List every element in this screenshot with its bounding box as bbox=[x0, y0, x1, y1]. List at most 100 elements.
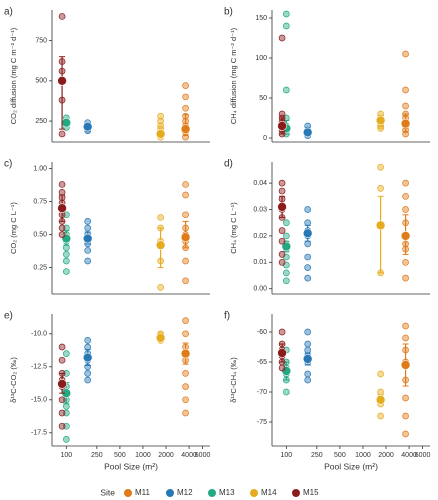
y-tick-label: 0.04 bbox=[253, 180, 267, 187]
data-point bbox=[84, 376, 92, 384]
data-point bbox=[62, 251, 70, 258]
data-point bbox=[402, 258, 409, 266]
mean-point bbox=[400, 360, 411, 370]
data-point bbox=[377, 185, 384, 192]
y-tick-label: 1.00 bbox=[33, 165, 47, 172]
y-tick-label: -17.5 bbox=[31, 430, 47, 437]
x-tick-label: 500 bbox=[334, 452, 346, 459]
data-point bbox=[304, 346, 312, 354]
legend-title: Site bbox=[100, 487, 115, 497]
data-point bbox=[58, 422, 66, 430]
data-point bbox=[182, 93, 189, 101]
legend-label: M12 bbox=[177, 488, 193, 497]
data-point bbox=[402, 430, 409, 438]
data-point bbox=[58, 396, 66, 404]
x-tick-label: 6000 bbox=[415, 452, 431, 459]
y-tick-label: -75 bbox=[257, 419, 267, 426]
data-point bbox=[402, 206, 409, 213]
data-point bbox=[377, 388, 384, 396]
data-point bbox=[304, 264, 312, 271]
mean-point bbox=[82, 233, 93, 244]
y-tick-label: -70 bbox=[257, 389, 267, 396]
legend-swatch bbox=[250, 489, 258, 497]
mean-point bbox=[180, 348, 191, 359]
panel: e) δ¹³C-CO₂ (‰) -10.0 -12.5 -15.0 -17.5 100 250… bbox=[4, 311, 210, 472]
mean-point bbox=[277, 121, 287, 131]
data-point bbox=[58, 130, 66, 138]
y-tick-label: 100 bbox=[255, 55, 267, 62]
legend-label: M14 bbox=[261, 488, 277, 497]
data-point bbox=[84, 343, 92, 351]
y-axis-label: δ¹³C-CH₄ (‰) bbox=[229, 357, 238, 403]
data-point bbox=[304, 376, 312, 384]
panel: c) CO₂ (mg C L⁻¹) 0.25 0.50 0.75 1.00 bbox=[4, 159, 210, 295]
data-point bbox=[282, 22, 290, 30]
data-point bbox=[84, 218, 92, 225]
mean-point bbox=[375, 115, 386, 126]
data-point bbox=[182, 330, 189, 338]
panel-label: b) bbox=[224, 7, 233, 18]
x-tick-label: 100 bbox=[60, 452, 72, 459]
x-tick-label: 100 bbox=[280, 452, 292, 459]
data-point bbox=[58, 409, 66, 417]
y-axis-label: CH₄ (mg C L⁻¹) bbox=[229, 202, 238, 254]
y-tick-label: 0.03 bbox=[253, 206, 267, 213]
data-point bbox=[182, 396, 189, 404]
x-tick-label: 6000 bbox=[195, 452, 211, 459]
mean-point bbox=[302, 127, 313, 138]
data-point bbox=[278, 227, 286, 234]
data-point bbox=[84, 337, 92, 344]
y-axis-label: CO₂ (mg C L⁻¹) bbox=[9, 202, 18, 254]
x-tick-label: 500 bbox=[114, 452, 126, 459]
data-point bbox=[377, 370, 384, 378]
mean-point bbox=[400, 118, 411, 129]
data-point bbox=[377, 163, 384, 171]
data-point bbox=[402, 86, 409, 94]
data-point bbox=[278, 258, 286, 266]
y-tick-label: 0.02 bbox=[253, 233, 267, 240]
data-point bbox=[62, 403, 70, 410]
y-axis-label: CO₂ diffusion (mg C m⁻² d⁻¹) bbox=[9, 27, 18, 124]
data-point bbox=[282, 269, 290, 277]
data-point bbox=[402, 179, 409, 187]
data-point bbox=[84, 247, 92, 254]
x-tick-label: 1000 bbox=[355, 452, 371, 459]
mean-point bbox=[82, 352, 93, 363]
data-point bbox=[84, 370, 92, 377]
data-point bbox=[58, 356, 66, 364]
y-tick-label: 0.75 bbox=[33, 198, 47, 205]
data-point bbox=[278, 187, 286, 195]
data-point bbox=[402, 322, 409, 330]
data-point bbox=[402, 102, 409, 110]
mean-point bbox=[277, 348, 287, 358]
mean-point bbox=[57, 203, 67, 213]
data-point bbox=[182, 277, 189, 285]
data-point bbox=[62, 436, 70, 443]
legend-label: M13 bbox=[219, 488, 235, 497]
x-tick-label: 4000 bbox=[401, 452, 417, 459]
x-tick-label: 2000 bbox=[378, 452, 394, 459]
mean-point bbox=[180, 232, 191, 243]
data-point bbox=[402, 412, 409, 420]
data-point bbox=[304, 328, 312, 336]
panel: f) δ¹³C-CH₄ (‰) -60 -65 -70 -75 100 250 500 1000 2… bbox=[224, 311, 430, 472]
panel-label: c) bbox=[4, 159, 12, 170]
data-point bbox=[402, 192, 409, 200]
panel-label: f) bbox=[224, 311, 230, 322]
mean-point bbox=[155, 332, 166, 343]
mean-point bbox=[82, 121, 93, 132]
data-point bbox=[304, 219, 312, 227]
panel-label: e) bbox=[4, 311, 13, 322]
data-point bbox=[304, 370, 312, 378]
y-tick-label: -10.0 bbox=[31, 331, 47, 338]
y-axis-label: CH₄ diffusion (mg C m⁻² d⁻¹) bbox=[229, 27, 238, 124]
data-point bbox=[58, 224, 66, 232]
data-point bbox=[182, 409, 189, 417]
mean-point bbox=[57, 379, 67, 389]
mean-point bbox=[375, 394, 386, 405]
x-tick-label: 1000 bbox=[135, 452, 151, 459]
data-point bbox=[182, 82, 189, 90]
panel-label: a) bbox=[4, 7, 13, 18]
data-point bbox=[182, 211, 189, 219]
data-point bbox=[62, 244, 70, 252]
